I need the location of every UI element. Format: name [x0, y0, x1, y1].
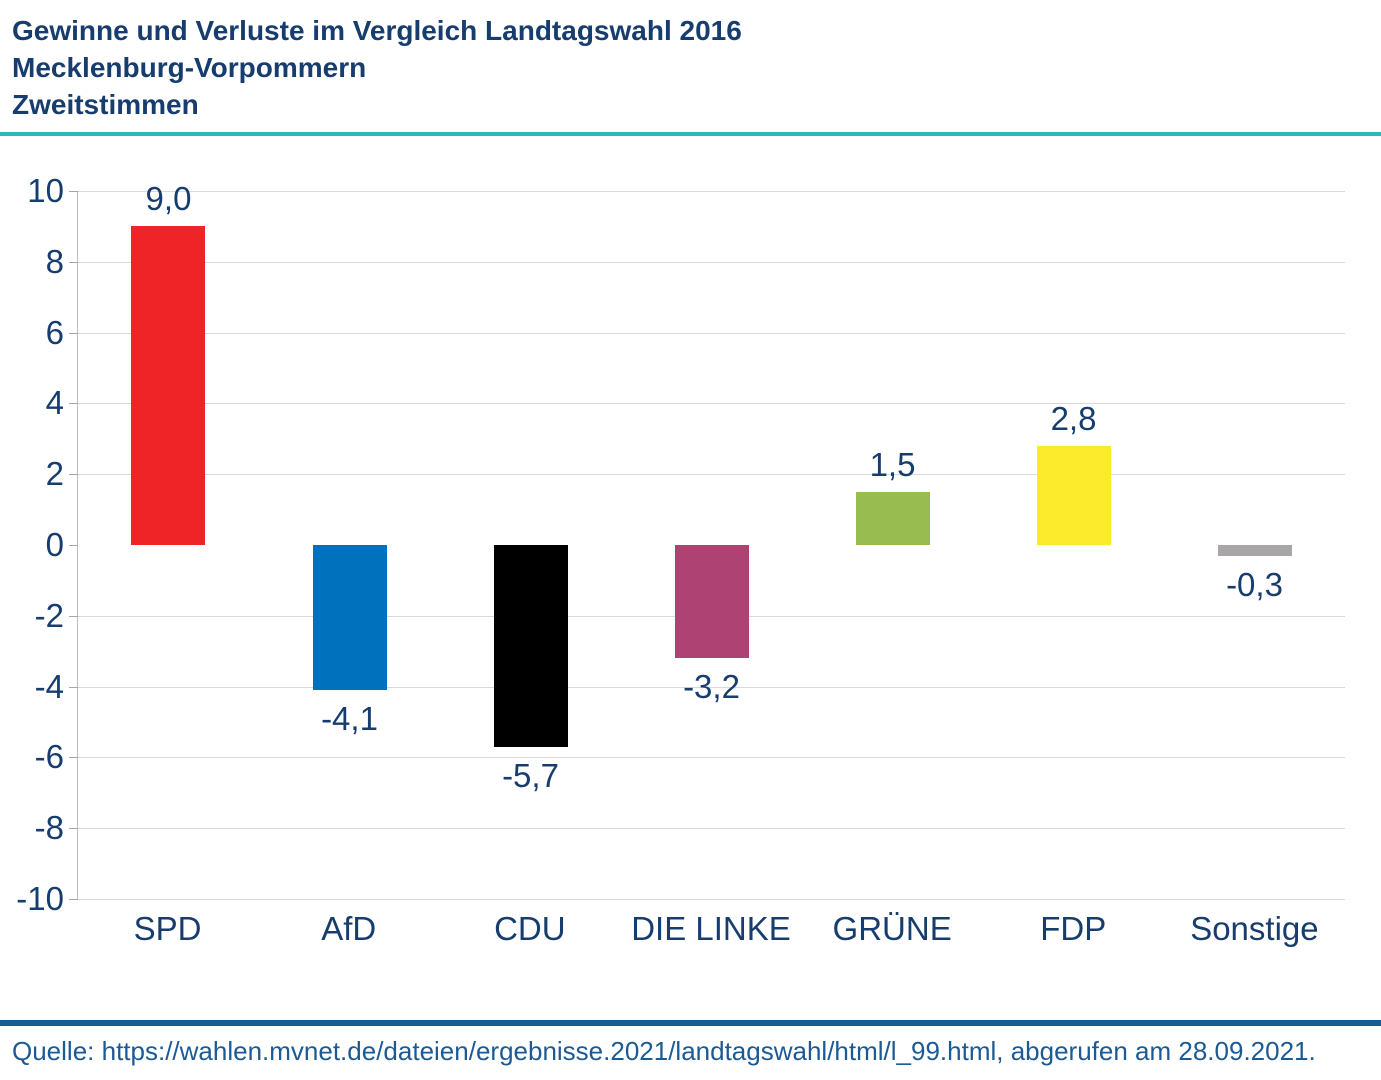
y-tick-mark--2	[69, 615, 78, 617]
x-category-label-spd: SPD	[133, 910, 202, 947]
x-axis: SPD AfD CDU DIE LINKE GRÜNE FDP Sonstige	[77, 910, 1345, 948]
source-note: Quelle: https://wahlen.mvnet.de/dateien/…	[12, 1036, 1316, 1066]
y-tick-label-10: 10	[27, 172, 64, 209]
x-category-label-grüne: GRÜNE	[832, 910, 952, 947]
y-tick-label--6: -6	[34, 738, 64, 776]
y-tick-label--8: -8	[34, 809, 64, 847]
gridline--6	[78, 757, 1345, 759]
bar-afd	[312, 545, 387, 691]
bar-value-label-grüne: 1,5	[869, 445, 916, 483]
y-tick-mark--6	[69, 757, 78, 759]
bar-grüne	[855, 491, 930, 545]
y-tick-mark-6	[69, 332, 78, 334]
bar-sonstige	[1217, 545, 1292, 556]
footer-divider	[0, 1020, 1381, 1026]
header-divider	[0, 132, 1381, 136]
gridline-6	[78, 332, 1345, 334]
y-tick-mark-4	[69, 403, 78, 405]
x-category-label-die-linke: DIE LINKE	[631, 910, 791, 947]
y-tick-mark-8	[69, 261, 78, 263]
bar-value-label-fdp: 2,8	[1050, 399, 1097, 437]
bar-value-label-cdu: -5,7	[502, 756, 559, 794]
y-tick-mark-2	[69, 474, 78, 476]
bar-value-label-sonstige: -0,3	[1226, 565, 1283, 603]
chart-title-line-3: Zweitstimmen	[12, 89, 199, 120]
y-tick-label--2: -2	[34, 596, 64, 634]
chart-title-line-1: Gewinne und Verluste im Vergleich Landta…	[12, 15, 742, 46]
bar-die-linke	[674, 545, 749, 659]
bar-value-label-afd: -4,1	[321, 700, 378, 738]
y-tick-label--4: -4	[34, 667, 64, 705]
y-axis: 10 8 6 4 2 0 -2 -4 -6 -8 -10	[0, 172, 64, 917]
y-tick-label-4: 4	[45, 384, 64, 422]
y-tick-mark--4	[69, 686, 78, 688]
y-tick-label--10: -10	[16, 880, 64, 917]
x-category-label-cdu: CDU	[494, 910, 566, 947]
bar-fdp	[1036, 445, 1111, 545]
bar-spd	[131, 226, 206, 545]
bar-value-label-die-linke: -3,2	[683, 668, 740, 706]
gridline-4	[78, 403, 1345, 405]
y-tick-label-0: 0	[45, 526, 64, 563]
gridline--4	[78, 686, 1345, 688]
gridline-10	[78, 191, 1345, 192]
gridline-2	[78, 474, 1345, 476]
y-tick-label-8: 8	[45, 242, 64, 280]
gridline-8	[78, 261, 1345, 263]
chart-title-line-2: Mecklenburg-Vorpommern	[12, 52, 367, 83]
bar-value-label-spd: 9,0	[145, 180, 192, 218]
y-tick-mark-10	[69, 191, 78, 192]
y-tick-label-6: 6	[45, 313, 64, 351]
bar-cdu	[493, 545, 568, 747]
chart-title-block: Gewinne und Verluste im Vergleich Landta…	[12, 12, 742, 123]
y-tick-mark--10	[69, 899, 78, 900]
gridline--8	[78, 828, 1345, 830]
plot-area: 9,0 -4,1 -5,7 -3,2 1,5 2,8 -0,3	[69, 180, 1345, 900]
y-tick-mark-0	[69, 545, 78, 546]
y-tick-mark--8	[69, 828, 78, 830]
x-category-label-fdp: FDP	[1040, 910, 1107, 947]
gridline--10	[78, 899, 1345, 900]
y-tick-label-2: 2	[45, 455, 64, 493]
x-category-label-sonstige: Sonstige	[1190, 910, 1319, 947]
x-category-label-afd: AfD	[321, 910, 377, 947]
